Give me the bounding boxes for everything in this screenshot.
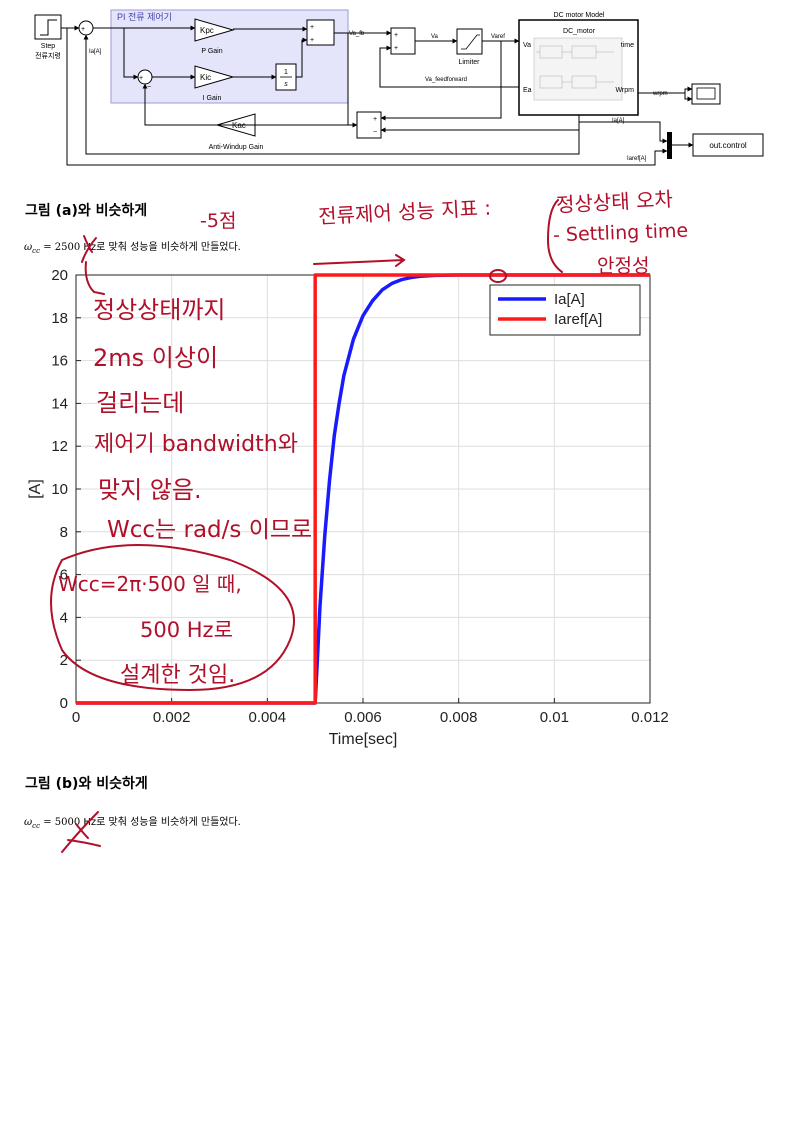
section-b-sentence: Hz로 맞춰 성능을 비슷하게 만들었다.	[80, 817, 241, 828]
ff-sum-plus-2: +	[394, 45, 398, 52]
p-gain-label: P Gain	[201, 48, 222, 55]
legend-label: Iaref[A]	[554, 311, 602, 328]
annotation-perf-3: 안정성	[597, 255, 650, 277]
aw-sum-minus: −	[373, 129, 377, 136]
kpc-label: Kpc	[200, 26, 214, 35]
va-fb-label: Va_fb	[349, 31, 365, 37]
y-tick-label: 2	[60, 652, 68, 669]
legend-box	[489, 284, 641, 336]
dc-motor-label: DC_motor	[563, 28, 596, 35]
limiter-block[interactable]	[456, 28, 483, 55]
signal-wires	[61, 25, 694, 166]
step-sublabel: 전류지령	[35, 51, 61, 60]
step-icon	[40, 19, 57, 36]
ia-output-label: Ia[A]	[612, 118, 625, 124]
omega-symbol: ω	[24, 242, 33, 253]
section-a-heading: 그림 (a)와 비슷하게	[25, 203, 148, 219]
dc-model-title: DC motor Model	[554, 12, 605, 19]
section-b-heading: 그림 (b)와 비슷하게	[25, 776, 148, 792]
y-tick-label: 14	[51, 395, 68, 412]
omega-value-b: = 5000	[43, 817, 81, 828]
omega-symbol-b: ω	[24, 817, 33, 828]
aw-sum-plus: +	[373, 116, 377, 123]
saturation-icon	[461, 34, 480, 50]
annotation-note-3: 걸리는데	[96, 389, 185, 417]
x-tick-label: 0.012	[631, 709, 669, 726]
annotation-perf-title: 전류제어 성능 지표 :	[317, 195, 492, 229]
x-axis-label: Time[sec]	[329, 731, 398, 748]
y-axis-label: [A]	[27, 479, 44, 499]
limiter-label: Limiter	[458, 59, 480, 66]
omega-subscript-b: cc	[32, 822, 40, 830]
annotation-note-9: 설계한 것임.	[120, 663, 236, 688]
y-tick-label: 18	[51, 310, 68, 327]
y-tick-label: 10	[51, 481, 68, 498]
x-tick-label: 0	[72, 709, 80, 726]
va-feedforward-label: Va_feedforward	[425, 77, 467, 83]
va-label: Va	[431, 34, 439, 40]
annotation-note-4: 제어기 bandwidth와	[94, 432, 298, 457]
y-tick-label: 20	[51, 267, 68, 284]
x-tick-label: 0.006	[344, 709, 382, 726]
annotation-note-5: 맞지 않음.	[98, 476, 202, 504]
section-a-sentence: Hz로 맞춰 성능을 비슷하게 만들었다.	[80, 242, 241, 253]
ff-sum-plus-1: +	[394, 32, 398, 39]
series-line-iarefa	[76, 273, 650, 705]
y-tick-label: 8	[60, 524, 68, 541]
varef-label: Varef	[491, 34, 505, 40]
annotation-note-1: 정상상태까지	[93, 296, 226, 324]
integrator-sum-minus: −	[147, 84, 151, 91]
port-ea: Ea	[523, 87, 532, 94]
y-tick-label: 16	[51, 353, 68, 370]
anti-windup-sum[interactable]	[356, 111, 382, 139]
mux-block[interactable]	[667, 132, 672, 159]
integrator-sum-plus: +	[139, 75, 143, 82]
integrator-den: s	[284, 81, 288, 88]
pi-sum-plus-1: +	[310, 24, 314, 31]
y-tick-label: 0	[60, 695, 68, 712]
annotation-perf-2: - Settling time	[552, 219, 689, 247]
annotation-perf-1: 정상상태 오차	[555, 186, 674, 218]
legend-label: Ia[A]	[554, 291, 585, 308]
pi-controller-title: PI 전류 제어기	[117, 12, 172, 22]
kic-label: Kic	[200, 73, 211, 82]
port-time: time	[621, 42, 634, 49]
anti-windup-label: Anti-Windup Gain	[209, 144, 264, 151]
integrator-num: 1	[284, 69, 288, 76]
wrpm-signal-label: wrpm	[652, 91, 668, 97]
annotation-note-7: Wcc=2π·500 일 때,	[58, 572, 242, 596]
section-a-text: ωcc = 2500 Hz로 맞춰 성능을 비슷하게 만들었다.	[24, 238, 241, 255]
ia-feedback-label: Ia[A]	[89, 49, 102, 55]
y-tick-label: 4	[60, 609, 68, 626]
annotation-minus5: -5점	[200, 210, 237, 232]
i-gain-label: I Gain	[203, 95, 222, 102]
out-control-label: out.control	[709, 141, 747, 150]
va-feedforward-sum[interactable]	[390, 27, 416, 55]
annotation-note-2: 2ms 이상이	[93, 344, 219, 372]
omega-value: = 2500	[43, 242, 81, 253]
section-b-text: ωcc = 5000 Hz로 맞춰 성능을 비슷하게 만들었다.	[24, 813, 241, 830]
omega-subscript: cc	[32, 247, 40, 255]
x-tick-label: 0.01	[540, 709, 569, 726]
x-tick-label: 0.008	[440, 709, 478, 726]
pi-output-sum[interactable]	[306, 19, 335, 46]
simulink-diagram: PI 전류 제어기 Step 전류지령 + − Ia[A] Kpc P Gain…	[34, 9, 764, 166]
port-va: Va	[523, 42, 531, 49]
error-sum-plus: +	[81, 26, 85, 33]
port-wrpm: Wrpm	[615, 87, 634, 94]
step-label: Step	[41, 43, 56, 50]
y-tick-label: 12	[51, 438, 68, 455]
x-tick-label: 0.004	[249, 709, 287, 726]
x-tick-label: 0.002	[153, 709, 191, 726]
iaref-output-label: Iaref[A]	[627, 156, 647, 162]
pi-sum-plus-2: +	[310, 37, 314, 44]
annotation-note-8: 500 Hz로	[140, 618, 233, 642]
scope-icon	[696, 87, 716, 100]
annotation-note-6: Wcc는 rad/s 이므로	[107, 517, 313, 543]
